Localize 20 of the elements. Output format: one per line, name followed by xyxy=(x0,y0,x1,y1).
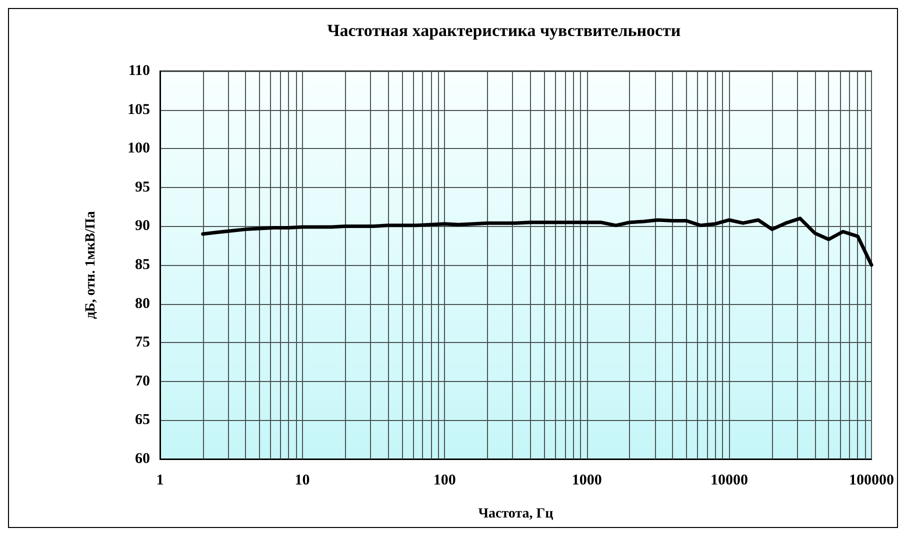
y-tick-label: 80 xyxy=(135,296,150,312)
y-tick-label: 75 xyxy=(135,334,150,351)
x-tick-label: 1 xyxy=(156,472,164,488)
x-tick-label: 10000 xyxy=(710,472,748,488)
y-tick-label: 85 xyxy=(135,257,150,273)
y-tick-label: 110 xyxy=(128,63,150,79)
y-tick-label: 105 xyxy=(128,102,150,118)
x-tick-label: 100 xyxy=(433,472,456,488)
x-tick-label: 1000 xyxy=(572,472,602,488)
y-tick-label: 70 xyxy=(135,373,150,390)
y-tick-label: 65 xyxy=(135,412,150,428)
y-tick-label: 100 xyxy=(128,140,150,157)
y-tick-label: 90 xyxy=(135,218,150,234)
y-tick-label: 60 xyxy=(135,451,150,467)
chart-title: Частотная характеристика чувствительности xyxy=(327,21,681,40)
x-tick-label: 10 xyxy=(294,472,310,488)
x-axis-title: Частота, Гц xyxy=(478,506,554,522)
y-tick-label: 95 xyxy=(135,179,150,196)
y-axis-title: дБ, отн. 1мкВ/Па xyxy=(84,211,98,319)
x-tick-label: 100000 xyxy=(849,472,894,488)
